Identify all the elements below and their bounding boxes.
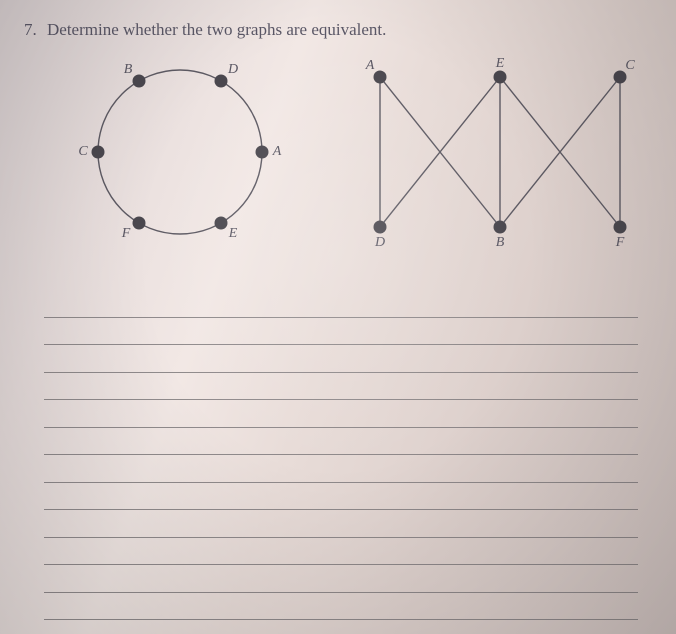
graph2-vertex-b [494, 221, 507, 234]
graph2-vertex-a [374, 71, 387, 84]
graph1-vertex-c [92, 146, 105, 159]
graph1-vertex-a [256, 146, 269, 159]
graph1-label-d: D [228, 62, 238, 78]
answer-line [44, 593, 638, 621]
question-text: Determine whether the two graphs are equ… [47, 20, 386, 39]
answer-line [44, 290, 638, 318]
graph1-label-f: F [122, 226, 131, 242]
graph2-vertex-e [494, 71, 507, 84]
graph1-label-c: C [78, 144, 87, 160]
graph2-label-d: D [375, 235, 385, 251]
answer-line [44, 455, 638, 483]
graph2-vertex-f [614, 221, 627, 234]
graph1-vertex-e [215, 217, 228, 230]
graph2-label-c: C [625, 58, 634, 74]
answer-line [44, 400, 638, 428]
graph2-label-f: F [616, 235, 625, 251]
answer-line [44, 345, 638, 373]
answer-line [44, 538, 638, 566]
question-line: 7. Determine whether the two graphs are … [24, 20, 386, 40]
graph2-label-a: A [366, 58, 375, 74]
answer-line [44, 510, 638, 538]
graphs-container: B D A E F C A E C D B F [50, 52, 650, 262]
graph2-label-b: B [496, 235, 505, 251]
graph2-label-e: E [496, 56, 505, 72]
graph1-label-a: A [273, 144, 282, 160]
graph1-label-b: B [124, 62, 133, 78]
answer-line [44, 318, 638, 346]
answer-line [44, 428, 638, 456]
question-number: 7. [24, 20, 37, 39]
answer-lines [44, 290, 638, 620]
graph1-circle [98, 70, 262, 234]
graph1-label-e: E [229, 226, 238, 242]
answer-line [44, 483, 638, 511]
graph2-vertex-d [374, 221, 387, 234]
answer-line [44, 565, 638, 593]
graph1-vertex-b [133, 75, 146, 88]
graph1-vertex-d [215, 75, 228, 88]
graphs-svg [50, 52, 650, 262]
answer-line [44, 373, 638, 401]
graph1-vertex-f [133, 217, 146, 230]
